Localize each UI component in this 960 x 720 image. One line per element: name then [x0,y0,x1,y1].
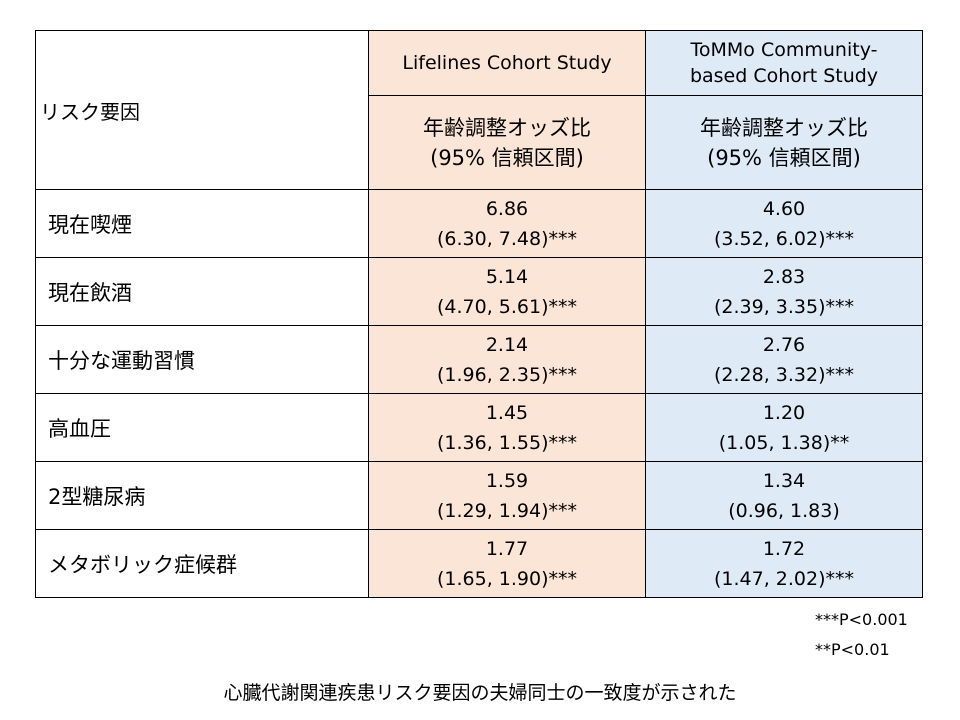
odds-ratio: 2.14 [485,333,529,356]
stat-header-lifelines-line2: (95% 信頼区間) [430,145,584,170]
table-row: 2型糖尿病 1.59 (1.29, 1.94)*** 1.34 (0.96, 1… [35,461,923,530]
footnote-p001: ***P<0.001 [815,610,908,629]
odds-ratio: 2.76 [762,333,806,356]
study-name-tommo-line2: based Cohort Study [689,65,879,87]
lifelines-value-cell: 1.59 (1.29, 1.94)*** [368,461,646,530]
tommo-value-cell: 1.72 (1.47, 2.02)*** [645,529,923,598]
confidence-interval: (2.28, 3.32)*** [713,363,854,386]
confidence-interval: (6.30, 7.48)*** [436,227,577,250]
confidence-interval: (1.36, 1.55)*** [436,431,577,454]
confidence-interval: (2.39, 3.35)*** [713,295,854,318]
risk-factor-label: 高血圧 [35,393,369,462]
confidence-interval: (1.65, 1.90)*** [436,567,577,590]
stat-header-lifelines-line1: 年齢調整オッズ比 [423,115,591,140]
table-row: 現在喫煙 6.86 (6.30, 7.48)*** 4.60 (3.52, 6.… [35,189,923,258]
odds-ratio: 1.34 [762,469,806,492]
confidence-interval: (1.29, 1.94)*** [436,499,577,522]
risk-factor-table: リスク要因 Lifelines Cohort Study ToMMo Commu… [35,30,923,598]
confidence-interval: (3.52, 6.02)*** [713,227,854,250]
odds-ratio: 6.86 [485,197,529,220]
odds-ratio: 1.45 [485,401,529,424]
stat-header-tommo-line2: (95% 信頼区間) [707,145,861,170]
lifelines-value-cell: 2.14 (1.96, 2.35)*** [368,325,646,394]
risk-factor-label: 2型糖尿病 [35,461,369,530]
risk-factor-label: 現在喫煙 [35,189,369,258]
risk-factor-header: リスク要因 [35,30,369,190]
tommo-value-cell: 2.83 (2.39, 3.35)*** [645,257,923,326]
lifelines-value-cell: 1.77 (1.65, 1.90)*** [368,529,646,598]
risk-factor-label: 十分な運動習慣 [35,325,369,394]
tommo-value-cell: 1.34 (0.96, 1.83) [645,461,923,530]
slide-caption: 心臓代謝関連疾患リスク要因の夫婦同士の一致度が示された [223,682,737,704]
table-row: 現在飲酒 5.14 (4.70, 5.61)*** 2.83 (2.39, 3.… [35,257,923,326]
tommo-value-cell: 1.20 (1.05, 1.38)** [645,393,923,462]
tommo-value-cell: 4.60 (3.52, 6.02)*** [645,189,923,258]
odds-ratio: 1.77 [485,537,529,560]
lifelines-value-cell: 6.86 (6.30, 7.48)*** [368,189,646,258]
confidence-interval: (1.47, 2.02)*** [713,567,854,590]
odds-ratio: 5.14 [485,265,529,288]
tommo-value-cell: 2.76 (2.28, 3.32)*** [645,325,923,394]
odds-ratio: 1.72 [762,537,806,560]
table-header-row-stat: 年齢調整オッズ比 (95% 信頼区間) 年齢調整オッズ比 (95% 信頼区間) [36,95,923,190]
odds-ratio: 1.59 [485,469,529,492]
study-name-tommo-line1: ToMMo Community- [690,39,878,61]
lifelines-value-cell: 5.14 (4.70, 5.61)*** [368,257,646,326]
risk-factor-label: メタボリック症候群 [35,529,369,598]
table-row: メタボリック症候群 1.77 (1.65, 1.90)*** 1.72 (1.4… [35,529,923,598]
study-name-lifelines-line1: Lifelines Cohort Study [402,52,612,74]
table-row: 十分な運動習慣 2.14 (1.96, 2.35)*** 2.76 (2.28,… [35,325,923,394]
confidence-interval: (1.96, 2.35)*** [436,363,577,386]
study-name-lifelines: Lifelines Cohort Study [368,30,646,96]
odds-ratio: 4.60 [762,197,806,220]
study-name-tommo: ToMMo Community- based Cohort Study [645,30,923,96]
lifelines-value-cell: 1.45 (1.36, 1.55)*** [368,393,646,462]
risk-factor-label: 現在飲酒 [35,257,369,326]
confidence-interval: (0.96, 1.83) [728,499,840,522]
table-header-row-studies: リスク要因 Lifelines Cohort Study ToMMo Commu… [35,30,923,190]
confidence-interval: (4.70, 5.61)*** [436,295,577,318]
stat-header-tommo-line1: 年齢調整オッズ比 [700,115,868,140]
stat-header-lifelines: 年齢調整オッズ比 (95% 信頼区間) [368,95,646,190]
odds-ratio: 2.83 [762,265,806,288]
table-row: 高血圧 1.45 (1.36, 1.55)*** 1.20 (1.05, 1.3… [35,393,923,462]
stat-header-tommo: 年齢調整オッズ比 (95% 信頼区間) [645,95,923,190]
footnote-p01: **P<0.01 [815,640,890,659]
confidence-interval: (1.05, 1.38)** [718,431,850,454]
odds-ratio: 1.20 [762,401,806,424]
